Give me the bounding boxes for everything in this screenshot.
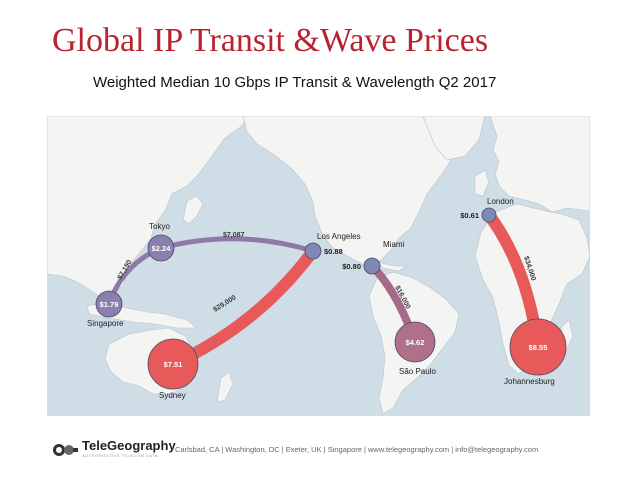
brand-name: TeleGeography: [82, 438, 176, 453]
landmass-uk: [474, 169, 490, 197]
city-name-tokyo: Tokyo: [149, 222, 170, 231]
price-tokyo: $2.24: [152, 244, 172, 253]
city-bubble-miami: [363, 257, 381, 275]
price-los-angeles: $0.88: [324, 247, 343, 256]
city-bubble-london: [481, 207, 497, 223]
city-bubble-sao-paulo: [394, 321, 436, 363]
price-sydney: $7.51: [164, 360, 183, 369]
telegeography-logo-icon: [53, 444, 78, 456]
city-prices: $2.24 $1.79 $7.51 $0.88 $0.80 $4.62 $0.6…: [100, 211, 548, 369]
price-london: $0.61: [460, 211, 479, 220]
city-bubble-los-angeles: [304, 242, 322, 260]
price-johannesburg: $8.55: [529, 343, 548, 352]
city-name-sao-paulo: São Paulo: [399, 367, 436, 376]
city-bubbles: [95, 207, 567, 390]
city-name-miami: Miami: [383, 240, 405, 249]
city-bubble-tokyo: [147, 234, 175, 262]
route-tokyo-los-angeles: [158, 236, 316, 254]
slide-subtitle: Weighted Median 10 Gbps IP Transit & Wav…: [93, 74, 497, 91]
landmass-greenland: [422, 116, 486, 161]
city-names: Tokyo Singapore Sydney Los Angeles Miami…: [87, 197, 555, 400]
city-name-johannesburg: Johannesburg: [504, 377, 555, 386]
city-bubble-singapore: [95, 290, 123, 318]
city-name-singapore: Singapore: [87, 319, 124, 328]
price-miami: $0.80: [342, 262, 361, 271]
world-map: $7,190 $7,087 $29,000 $16,000 $34,000 $2…: [47, 116, 590, 416]
city-name-sydney: Sydney: [159, 391, 186, 400]
city-bubble-johannesburg: [509, 318, 567, 376]
route-label-tokyo-los-angeles: $7,087: [223, 232, 245, 239]
slide-title: Global IP Transit &Wave Prices: [52, 22, 489, 59]
price-sao-paulo: $4.62: [406, 338, 425, 347]
landmass-caribbean: [376, 261, 409, 272]
footer: TeleGeography AUTHORITATIVE TELECOM DATA…: [0, 430, 638, 470]
price-singapore: $1.79: [100, 300, 119, 309]
city-bubble-sydney: [147, 338, 199, 390]
landmass-new-zealand: [216, 371, 234, 403]
brand-tagline: AUTHORITATIVE TELECOM DATA: [82, 453, 158, 458]
landmass-europe: [489, 116, 590, 213]
city-name-los-angeles: Los Angeles: [317, 232, 361, 241]
contact-line: Carlsbad, CA | Washington, DC | Exeter, …: [175, 445, 539, 454]
telegeography-logo[interactable]: TeleGeography AUTHORITATIVE TELECOM DATA: [52, 438, 176, 462]
landmass-japan: [182, 195, 204, 225]
landmass-asia: [47, 116, 248, 297]
world-map-svg: $7,190 $7,087 $29,000 $16,000 $34,000 $2…: [47, 116, 590, 416]
city-name-london: London: [487, 197, 514, 206]
